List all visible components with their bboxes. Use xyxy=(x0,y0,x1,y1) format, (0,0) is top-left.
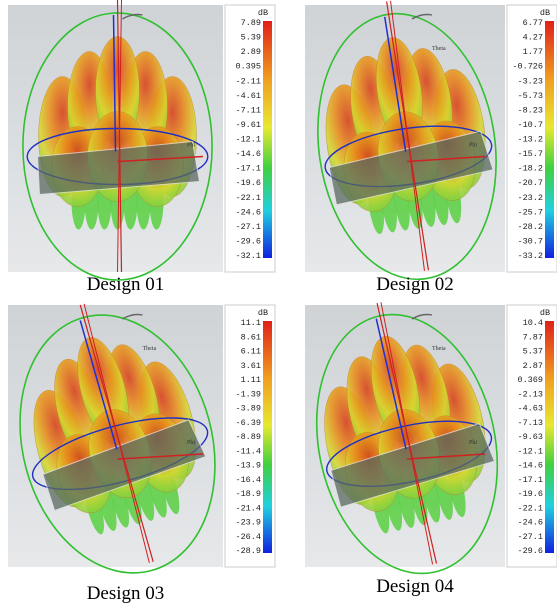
colorbar-tick: -29.6 xyxy=(235,236,261,246)
colorbar-tick: -24.6 xyxy=(235,207,261,217)
phi-label: Phi xyxy=(469,440,477,446)
colorbar-tick: -17.1 xyxy=(235,164,261,174)
colorbar-tick: -23.2 xyxy=(517,193,543,203)
colorbar-tick: 7.87 xyxy=(523,332,543,342)
colorbar-tick: -16.4 xyxy=(235,475,261,485)
colorbar-tick: -13.2 xyxy=(517,135,543,145)
colorbar-tick: -32.1 xyxy=(235,251,261,261)
colorbar-tick: -17.1 xyxy=(517,475,543,485)
colorbar-tick: -20.7 xyxy=(517,178,543,188)
colorbar-tick: -18.2 xyxy=(517,164,543,174)
theta-label: Theta xyxy=(432,46,446,52)
colorbar-tick: 1.11 xyxy=(241,375,261,385)
colorbar-tick: -22.1 xyxy=(235,193,261,203)
colorbar-tick: -8.23 xyxy=(517,105,543,115)
colorbar xyxy=(545,21,554,258)
colorbar-tick: -4.63 xyxy=(517,404,543,414)
colorbar-tick: 5.37 xyxy=(523,347,543,357)
colorbar-tick: -29.6 xyxy=(517,546,543,556)
colorbar-unit: dB xyxy=(540,308,550,318)
colorbar-tick: -5.73 xyxy=(517,91,543,101)
colorbar-tick: -28.9 xyxy=(235,546,261,556)
page: PhidB7.895.392.890.395-2.11-4.61-7.11-9.… xyxy=(0,0,557,609)
colorbar-tick: 0.395 xyxy=(235,62,261,72)
colorbar-tick: -11.4 xyxy=(235,446,261,456)
theta-label: Theta xyxy=(432,346,446,352)
colorbar-tick: 3.61 xyxy=(241,361,261,371)
colorbar xyxy=(263,321,272,553)
caption: Design 03 xyxy=(87,583,165,604)
colorbar-tick: -19.6 xyxy=(235,178,261,188)
colorbar-tick: -9.63 xyxy=(517,432,543,442)
colorbar-tick: -7.11 xyxy=(235,105,261,115)
colorbar-tick: -13.9 xyxy=(235,461,261,471)
colorbar-tick: -10.7 xyxy=(517,120,543,130)
colorbar-unit: dB xyxy=(540,8,550,18)
colorbar-unit: dB xyxy=(258,8,268,18)
colorbar-tick: 6.77 xyxy=(523,18,543,28)
colorbar-tick: -14.6 xyxy=(517,461,543,471)
colorbar-tick: 7.89 xyxy=(241,18,261,28)
phi-label: Phi xyxy=(469,143,477,149)
colorbar-tick: -23.9 xyxy=(235,518,261,528)
colorbar-tick: 5.39 xyxy=(241,33,261,43)
colorbar-tick: -4.61 xyxy=(235,91,261,101)
colorbar-tick: 11.1 xyxy=(241,318,261,328)
colorbar-unit: dB xyxy=(258,308,268,318)
colorbar-tick: 2.87 xyxy=(523,361,543,371)
theta-label: Theta xyxy=(143,346,157,352)
colorbar-tick: -22.1 xyxy=(517,503,543,513)
colorbar-tick: -27.1 xyxy=(517,532,543,542)
caption: Design 02 xyxy=(376,274,454,295)
colorbar-tick: -14.6 xyxy=(235,149,261,159)
colorbar-tick: -6.39 xyxy=(235,418,261,428)
colorbar-tick: -26.4 xyxy=(235,532,261,542)
colorbar-tick: -3.23 xyxy=(517,76,543,86)
figure: PhidB7.895.392.890.395-2.11-4.61-7.11-9.… xyxy=(0,0,557,609)
colorbar-tick: -2.13 xyxy=(517,389,543,399)
panel: Phi dB7.89 5.39 2.89 0.395 -2.11 -4.61 -7.11 -9.… xyxy=(8,0,275,280)
colorbar-tick: -0.726 xyxy=(512,62,543,72)
panel: Theta Phi dB6.77 4.27 1.77 -0.726 -3.23 -5.73 -8… xyxy=(299,0,557,291)
colorbar-tick: -9.61 xyxy=(235,120,261,130)
colorbar-tick: 0.369 xyxy=(517,375,543,385)
colorbar-tick: -24.6 xyxy=(517,518,543,528)
caption: Design 01 xyxy=(87,274,165,295)
colorbar-tick: -27.1 xyxy=(235,222,261,232)
colorbar-tick: 10.4 xyxy=(523,318,543,328)
colorbar-tick: -28.2 xyxy=(517,222,543,232)
phi-label: Phi xyxy=(187,143,195,149)
colorbar-tick: -12.1 xyxy=(235,135,261,145)
colorbar-tick: -25.7 xyxy=(517,207,543,217)
colorbar-tick: 4.27 xyxy=(523,33,543,43)
phi-label: Phi xyxy=(187,440,195,446)
colorbar-tick: -2.11 xyxy=(235,76,261,86)
colorbar-tick: -18.9 xyxy=(235,489,261,499)
colorbar-tick: -19.6 xyxy=(517,489,543,499)
colorbar-tick: -3.89 xyxy=(235,404,261,414)
colorbar-tick: -21.4 xyxy=(235,503,261,513)
colorbar-tick: 2.89 xyxy=(241,47,261,57)
colorbar-tick: 8.61 xyxy=(241,332,261,342)
colorbar-tick: -1.39 xyxy=(235,389,261,399)
colorbar-tick: -15.7 xyxy=(517,149,543,159)
colorbar-tick: 1.77 xyxy=(523,47,543,57)
colorbar xyxy=(263,21,272,258)
colorbar-tick: -7.13 xyxy=(517,418,543,428)
colorbar-tick: 6.11 xyxy=(241,347,261,357)
colorbar xyxy=(545,321,554,553)
colorbar-tick: -30.7 xyxy=(517,236,543,246)
colorbar-tick: -12.1 xyxy=(517,446,543,456)
caption: Design 04 xyxy=(376,576,454,597)
colorbar-tick: -8.89 xyxy=(235,432,261,442)
colorbar-tick: -33.2 xyxy=(517,251,543,261)
